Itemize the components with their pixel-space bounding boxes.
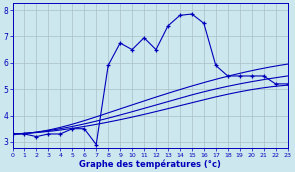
X-axis label: Graphe des températures (°c): Graphe des températures (°c) (79, 159, 221, 169)
